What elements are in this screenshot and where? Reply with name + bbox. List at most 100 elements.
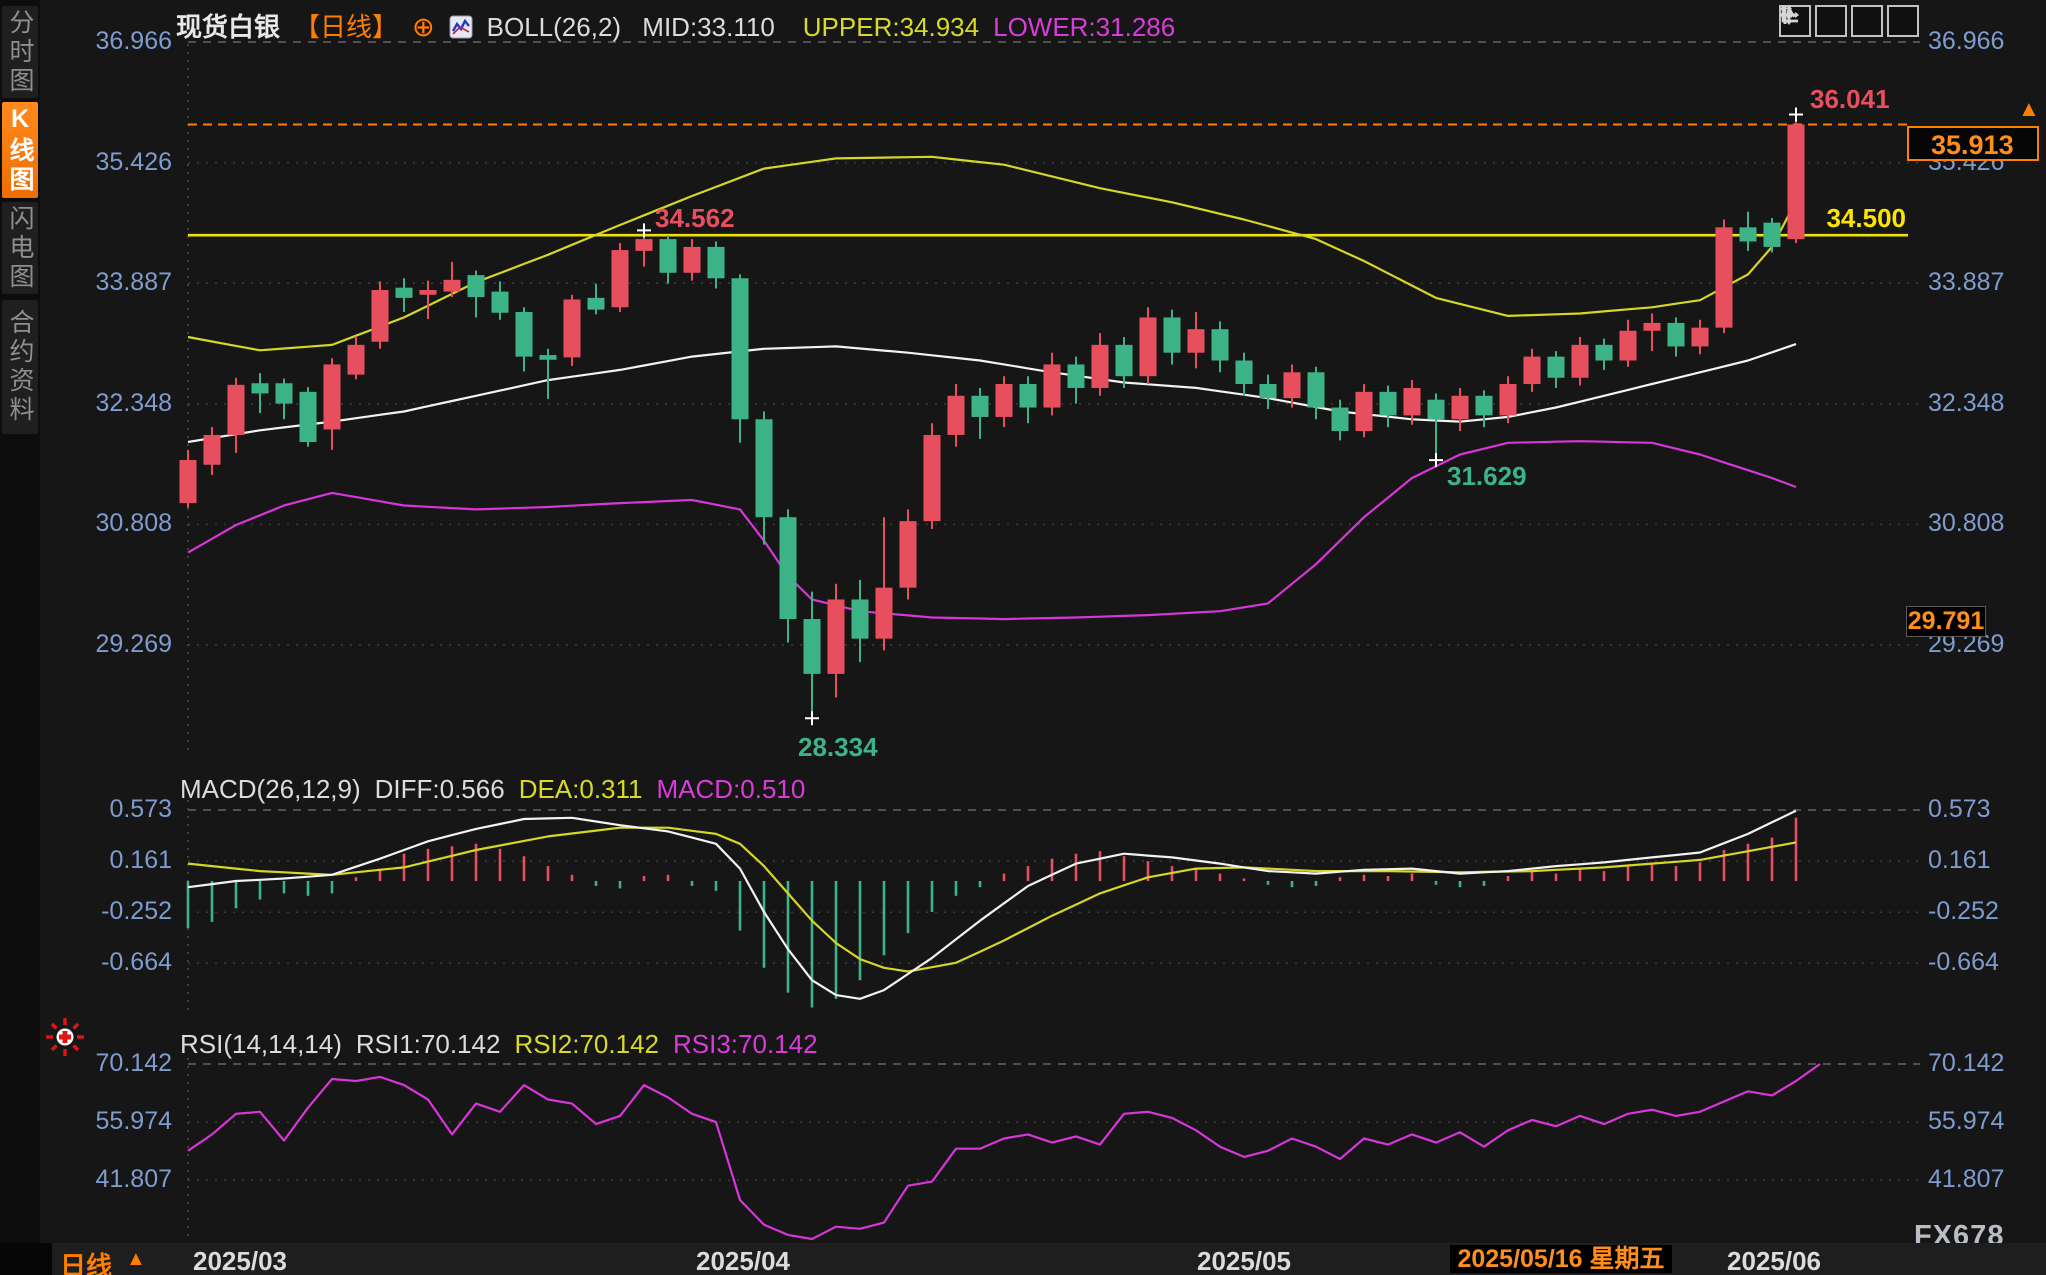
candle-body[interactable] [491,291,509,313]
rsi3-value: RSI3:70.142 [673,1029,818,1059]
rsi1-value: RSI1:70.142 [355,1029,501,1059]
candle-body[interactable] [1259,384,1277,399]
candle-body[interactable] [1379,391,1397,416]
sidebar-tab-3[interactable]: 闪电图 [2,202,38,294]
last-price-box[interactable]: 35.913 [1907,126,2039,161]
indicator-line [187,1063,1821,1241]
hline-price-label[interactable]: 34.500 [1826,203,1906,233]
left-axis-label: 35.426 [95,147,172,176]
candle-body[interactable] [1163,317,1181,353]
candle-body[interactable] [1187,329,1205,353]
candle-body[interactable] [947,395,965,435]
mini-chart-icon[interactable] [449,12,473,42]
candle-body[interactable] [1667,322,1685,347]
candle-body[interactable] [1715,227,1733,328]
sidebar-tab-4[interactable]: 合约资料 [2,300,38,434]
candle-body[interactable] [1787,124,1805,240]
candle-body[interactable] [419,290,437,295]
candle-body[interactable] [1763,222,1781,247]
candle-body[interactable] [347,344,365,375]
candle-body[interactable] [1091,344,1109,388]
sidebar-tab-1[interactable]: 分时图 [2,6,38,98]
candle-body[interactable] [611,250,629,308]
candle-body[interactable] [539,355,557,360]
candle-body[interactable] [1571,344,1589,378]
candle-body[interactable] [1283,372,1301,399]
april-low-label: 28.334 [798,732,878,762]
candle-body[interactable] [875,587,893,639]
candle-body[interactable] [299,391,317,443]
macd-dea-value: DEA:0.311 [518,774,643,804]
candle-body[interactable] [731,278,749,420]
candle-body[interactable] [515,311,533,357]
candle-body[interactable] [467,275,485,298]
left-axis-label: -0.664 [101,948,172,977]
right-axis-label: 41.807 [1928,1165,2005,1194]
candle-body[interactable] [779,517,797,620]
candle-body[interactable] [1139,317,1157,377]
candle-body[interactable] [1499,384,1517,416]
pan-icon[interactable] [1783,5,1919,37]
candle-body[interactable] [1691,327,1709,347]
candle-body[interactable] [1067,364,1085,388]
rsi2-value: RSI2:70.142 [514,1029,659,1059]
candle-body[interactable] [1523,356,1541,385]
candle-body[interactable] [659,239,677,273]
candle-body[interactable] [755,419,773,518]
crosshair-date-label: 2025/05/16 星期五 [1450,1245,1672,1273]
extreme-cross-marker [637,223,651,238]
left-axis-label: 70.142 [95,1049,172,1077]
candle-body[interactable] [635,239,653,251]
candle-body[interactable] [1211,329,1229,361]
axis-corner [0,1243,52,1275]
target-circle-icon[interactable]: ⊕ [412,12,435,42]
candle-body[interactable] [827,599,845,674]
candle-body[interactable] [1475,395,1493,416]
candle-body[interactable] [443,279,461,292]
candle-body[interactable] [323,364,341,430]
candle-body[interactable] [251,383,269,394]
candle-body[interactable] [899,521,917,588]
candle-body[interactable] [1595,344,1613,361]
candle-body[interactable] [1739,227,1757,242]
candle-body[interactable] [683,246,701,273]
sidebar-tab-2[interactable]: K线图 [2,102,38,198]
candle-body[interactable] [179,460,197,504]
candle-body[interactable] [1451,395,1469,420]
candle-body[interactable] [227,384,245,435]
candle-body[interactable] [971,395,989,417]
candle-body[interactable] [1043,364,1061,408]
candle-body[interactable] [1355,391,1373,432]
candle-body[interactable] [1307,372,1325,408]
candle-body[interactable] [371,290,389,342]
period-selector[interactable]: 日线 [60,1251,113,1275]
candle-body[interactable] [395,287,413,298]
candle-body[interactable] [203,434,221,465]
axis-scale-icon[interactable] [1780,5,1847,37]
candle-body[interactable] [803,619,821,674]
scroll-to-latest-icon[interactable]: ▲ [2018,96,2040,121]
candle-body[interactable] [1019,384,1037,408]
period-tag[interactable]: 【日线】 [294,12,399,42]
right-axis-label: 36.966 [1928,27,2005,55]
boll-mid-value: MID:33.110 [642,12,775,42]
candle-body[interactable] [1619,330,1637,361]
candle-body[interactable] [851,599,869,639]
auto-scale-icon[interactable] [1781,5,1883,37]
candle-body[interactable] [1331,407,1349,432]
candle-body[interactable] [923,434,941,522]
left-axis-label: 0.573 [109,794,172,823]
period-dropdown-icon[interactable]: ▲ [126,1248,146,1270]
candle-body[interactable] [587,297,605,310]
candle-body[interactable] [563,299,581,358]
candle-body[interactable] [995,384,1013,417]
candle-body[interactable] [707,246,725,279]
candle-body[interactable] [1115,344,1133,377]
candle-body[interactable] [1427,399,1445,420]
candle-body[interactable] [1403,387,1421,416]
candle-body[interactable] [1235,360,1253,385]
candle-body[interactable] [275,383,293,404]
candle-body[interactable] [1547,356,1565,378]
candle-body[interactable] [1643,322,1661,331]
